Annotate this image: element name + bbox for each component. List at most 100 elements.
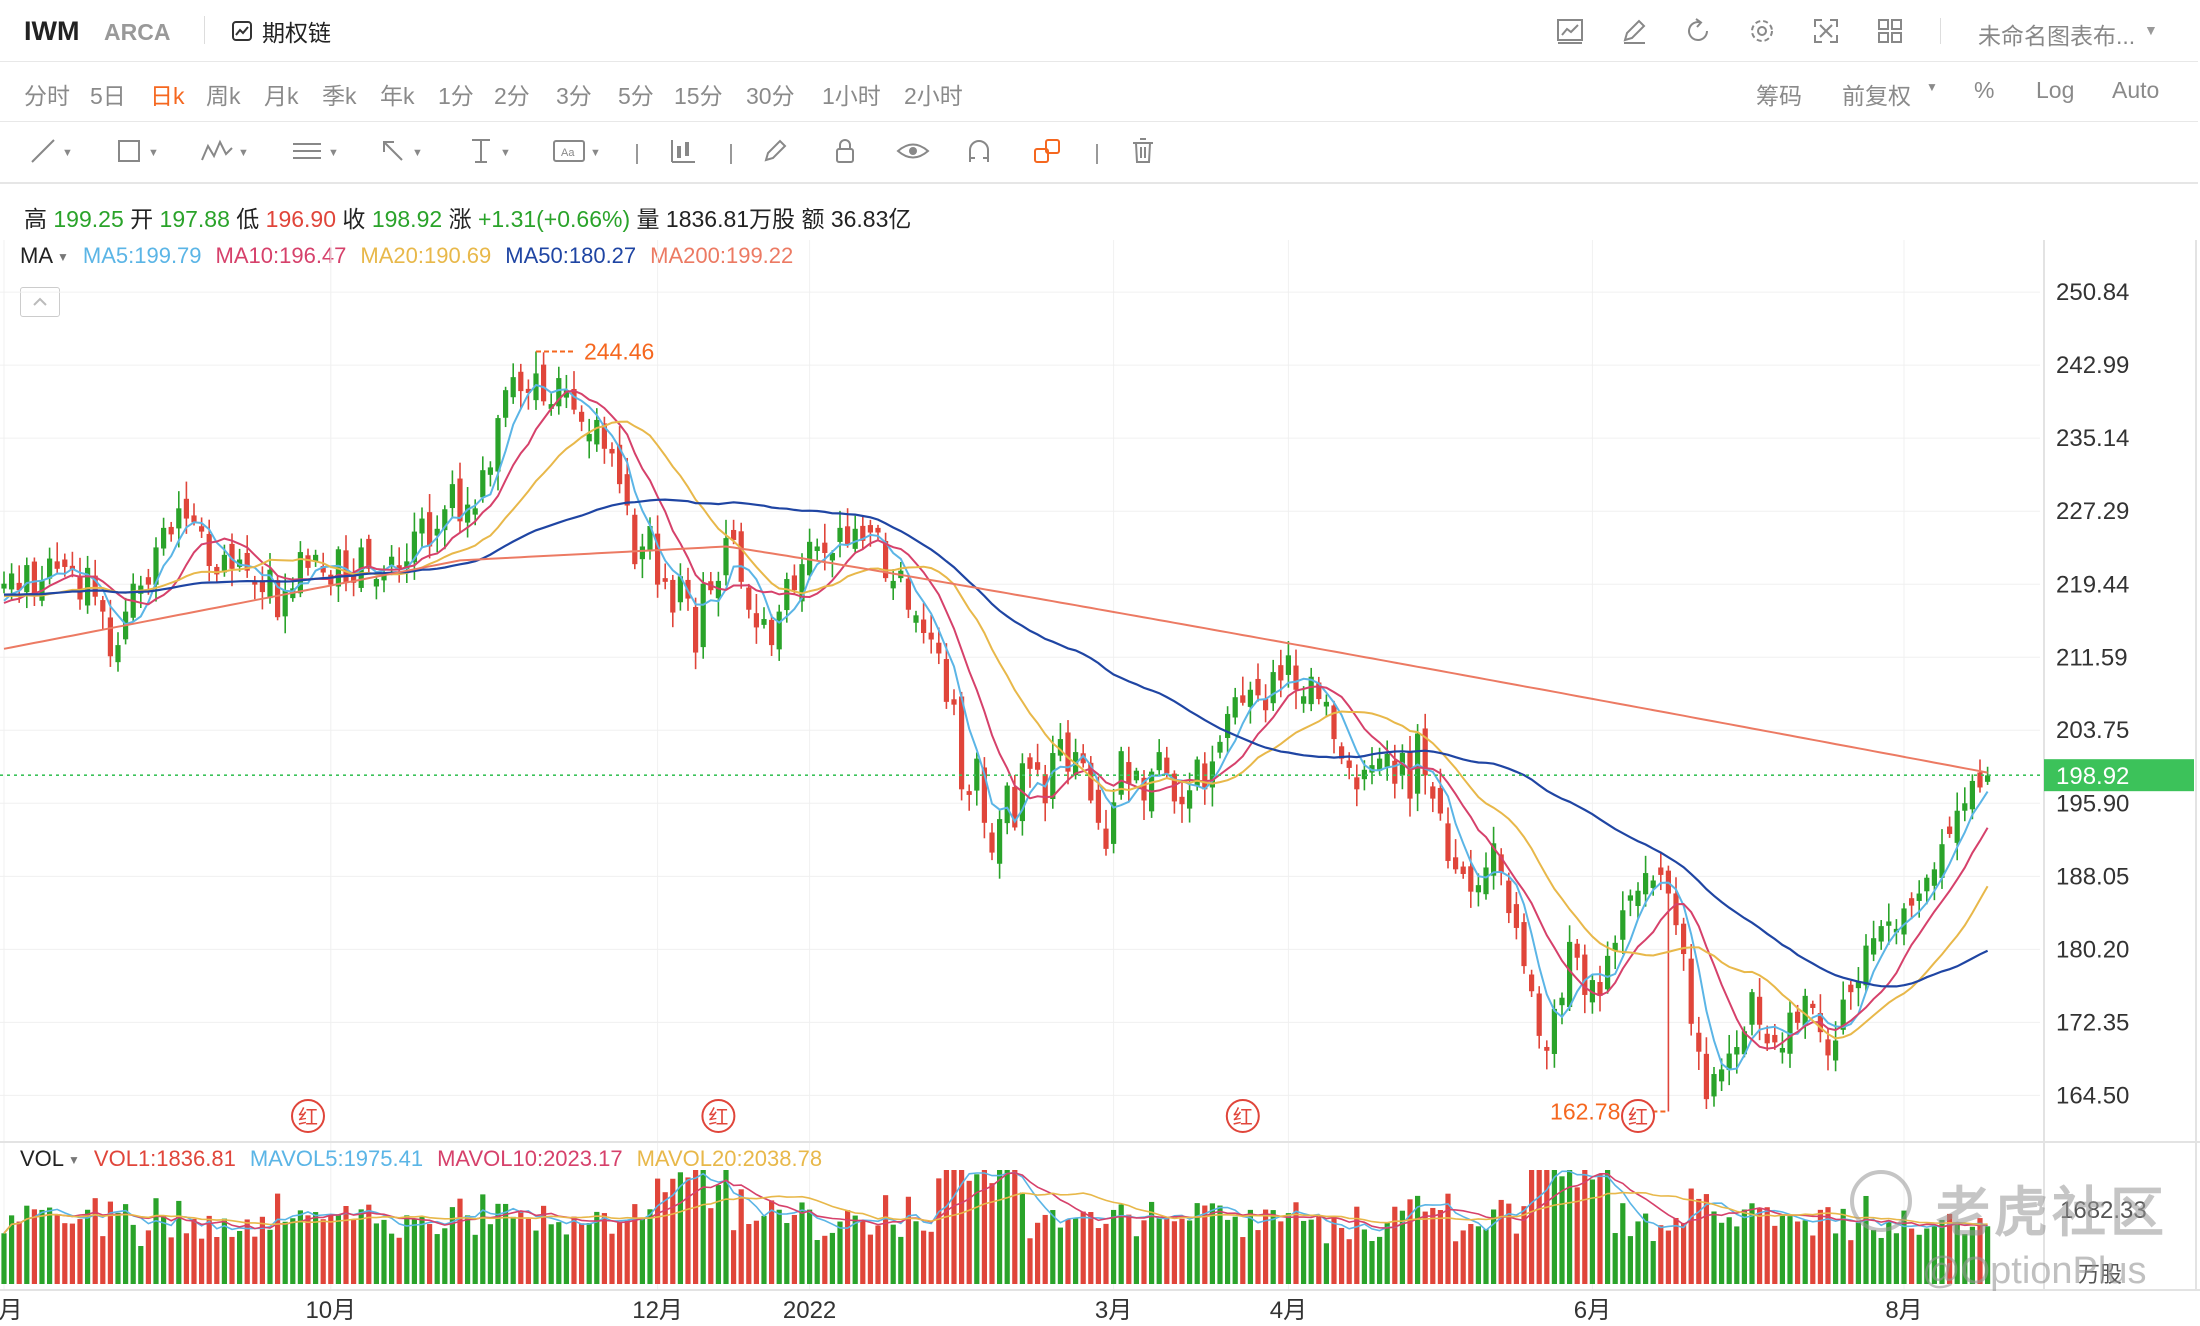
chevron-down-icon[interactable]: ▼ [57, 250, 69, 265]
option-log[interactable]: Log [2036, 77, 2075, 103]
high-value: 199.25 [53, 206, 124, 232]
period-10[interactable]: 5分 [618, 83, 654, 109]
period-2[interactable]: 日k [150, 83, 185, 109]
candle-body [1840, 999, 1846, 1030]
candle-body [510, 377, 516, 398]
volume-bar [221, 1218, 227, 1284]
candle-body [753, 613, 759, 628]
option-adjust[interactable]: 前复权 [1842, 83, 1911, 109]
candle-body [662, 578, 668, 582]
price-chart[interactable]: 250.84 242.99 235.14 227.29 219.44 211.59 203.… [0, 240, 2200, 1326]
draw-icon[interactable] [1614, 12, 1654, 50]
period-6[interactable]: 年k [380, 83, 415, 109]
candle-body [1551, 1008, 1557, 1054]
candle-body [571, 388, 577, 410]
compare-icon[interactable] [1550, 12, 1590, 50]
candle-style-tool[interactable] [668, 134, 698, 172]
candle-body [1969, 780, 1975, 810]
ma-legend[interactable]: MA ▼ MA5:199.79 MA10:196.47 MA20:190.69 MA50:… [20, 243, 807, 269]
lock-tool[interactable] [830, 134, 860, 172]
candle-body [852, 528, 858, 549]
period-12[interactable]: 30分 [746, 83, 795, 109]
period-9[interactable]: 3分 [556, 83, 592, 109]
candle-body [1240, 695, 1246, 703]
period-7[interactable]: 1分 [438, 83, 474, 109]
period-11[interactable]: 15分 [674, 83, 723, 109]
candle-body [62, 559, 68, 567]
ma-label[interactable]: MA [20, 243, 53, 268]
candle-body [427, 512, 433, 547]
candle-body [883, 540, 889, 579]
chevron-down-icon[interactable]: ▼ [1926, 80, 1938, 94]
price-range-tool[interactable]: ▼ [466, 134, 511, 172]
option-auto[interactable]: Auto [2112, 77, 2160, 103]
text-tool[interactable]: Aa ▼ [552, 134, 601, 172]
period-3[interactable]: 周k [206, 83, 241, 109]
volume-bar [601, 1213, 607, 1284]
brush-tool[interactable] [760, 134, 790, 172]
volume-bar [130, 1224, 136, 1284]
candle-body [700, 583, 706, 648]
chevron-down-icon: ▼ [62, 147, 73, 159]
candle-body [1931, 869, 1937, 886]
refresh-icon[interactable] [1678, 12, 1718, 50]
period-1[interactable]: 5日 [90, 83, 126, 109]
pattern-tool[interactable]: ▼ [200, 134, 249, 172]
volume-bar [1787, 1216, 1793, 1284]
y-tick-label: 211.59 [2056, 644, 2128, 671]
period-4[interactable]: 月k [264, 83, 299, 109]
brush-icon [760, 136, 790, 171]
volume-bar [1316, 1216, 1322, 1284]
fibonacci-tool[interactable]: ▼ [290, 134, 339, 172]
period-0[interactable]: 分时 [24, 83, 70, 109]
volume-bar [1931, 1224, 1937, 1284]
candle-body [1377, 758, 1383, 771]
period-8[interactable]: 2分 [494, 83, 530, 109]
chart-layout-name[interactable]: 未命名图表布... [1978, 23, 2136, 49]
candle-body [442, 509, 448, 531]
settings-icon[interactable] [1742, 12, 1782, 50]
volume-legend[interactable]: VOL ▼ VOL1:1836.81 MAVOL5:1975.41 MAVOL10:20… [20, 1146, 836, 1172]
volume-bar [138, 1246, 144, 1284]
period-5[interactable]: 季k [322, 83, 357, 109]
rectangle-tool[interactable]: ▼ [114, 134, 159, 172]
vol-label[interactable]: VOL [20, 1146, 65, 1171]
fullscreen-icon[interactable] [1806, 12, 1846, 50]
volume-bar [199, 1238, 205, 1284]
volume-bar [1255, 1230, 1261, 1284]
option-percent[interactable]: % [1974, 77, 1995, 103]
arrow-tool[interactable]: ▼ [378, 134, 423, 172]
volume-bar [1073, 1218, 1079, 1284]
delete-drawings-tool[interactable] [1128, 134, 1158, 172]
candle-body [1323, 701, 1329, 707]
candle-body [1475, 885, 1481, 893]
volume-bar [1567, 1170, 1573, 1284]
sync-drawing-tool[interactable] [1032, 134, 1062, 172]
volume-bar [1559, 1176, 1565, 1284]
layout-icon[interactable] [1870, 12, 1910, 50]
magnet-tool[interactable] [964, 134, 994, 172]
trend-line-tool[interactable]: ▼ [28, 134, 73, 172]
ma50-line [3, 498, 1989, 988]
volume-bar [723, 1170, 729, 1284]
visibility-tool[interactable] [896, 134, 930, 172]
candle-body [822, 542, 828, 553]
period-13[interactable]: 1小时 [822, 83, 881, 109]
options-chain-button[interactable]: 期权链 [230, 14, 331, 48]
volume-bar [1293, 1202, 1299, 1284]
candle-body [191, 515, 197, 523]
volume-bar [921, 1230, 927, 1284]
period-14[interactable]: 2小时 [904, 83, 963, 109]
event-marker-circle [1225, 1099, 1260, 1133]
candle-body [480, 470, 486, 498]
chevron-down-icon[interactable]: ▼ [2144, 22, 2158, 38]
volume-bar [1529, 1170, 1535, 1284]
volume-bar [465, 1215, 471, 1284]
event-marker: 红 [291, 1099, 325, 1133]
candle-body [419, 518, 425, 534]
candle-body [518, 371, 524, 392]
ticker-symbol[interactable]: IWM [24, 16, 80, 46]
option-chips[interactable]: 筹码 [1756, 83, 1802, 109]
volume-bar [791, 1214, 797, 1284]
chevron-down-icon[interactable]: ▼ [68, 1153, 80, 1168]
